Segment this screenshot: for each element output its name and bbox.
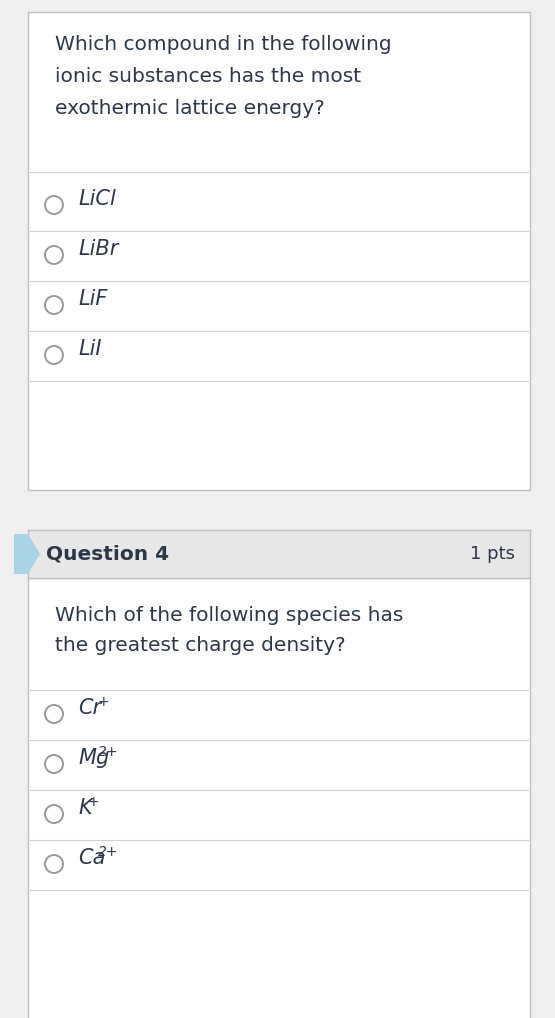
FancyBboxPatch shape [28,530,530,578]
Text: ionic substances has the most: ionic substances has the most [55,67,361,86]
Text: Cr: Cr [78,698,101,718]
Text: +: + [98,695,110,709]
Text: LiCl: LiCl [78,189,116,209]
Text: +: + [88,795,100,809]
Text: 1 pts: 1 pts [470,545,515,563]
Text: LiBr: LiBr [78,239,118,259]
Text: Question 4: Question 4 [46,545,169,564]
Text: Which of the following species has: Which of the following species has [55,606,403,625]
Text: Mg: Mg [78,748,109,768]
Text: LiI: LiI [78,339,102,359]
Text: K: K [78,798,92,818]
Text: LiF: LiF [78,289,107,309]
Text: exothermic lattice energy?: exothermic lattice energy? [55,99,325,118]
Text: Ca: Ca [78,848,105,868]
Text: 2+: 2+ [98,845,119,859]
FancyBboxPatch shape [28,578,530,1018]
Text: the greatest charge density?: the greatest charge density? [55,636,346,655]
Text: Which compound in the following: Which compound in the following [55,35,392,54]
Polygon shape [14,534,40,574]
Text: 2+: 2+ [98,745,119,759]
FancyBboxPatch shape [28,12,530,490]
